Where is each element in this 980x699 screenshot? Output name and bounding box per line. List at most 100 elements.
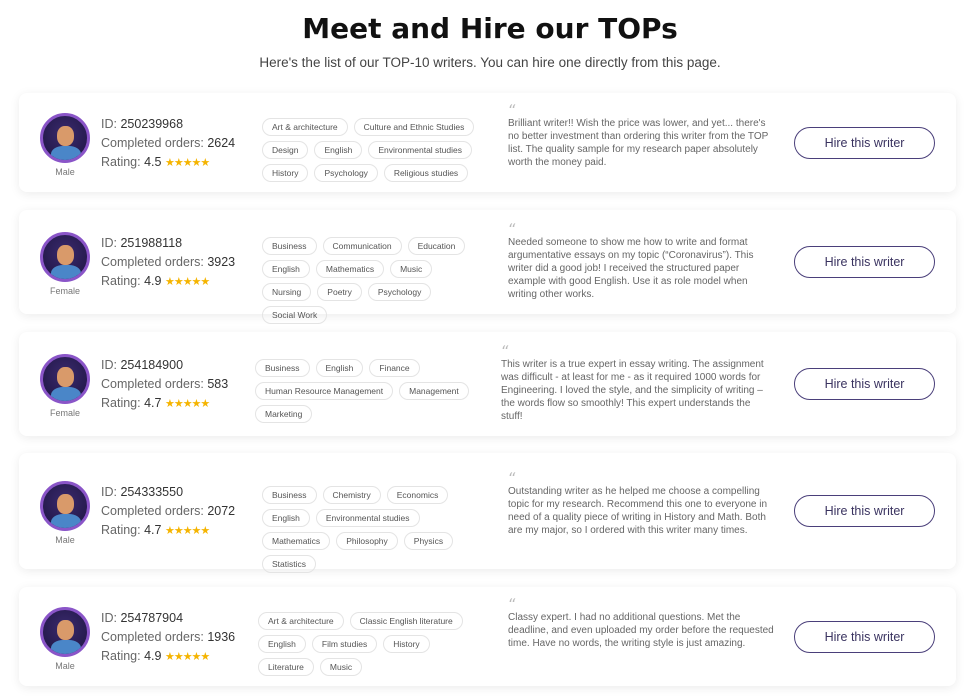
completed-orders: 1936: [207, 629, 236, 644]
subject-tag: Finance: [369, 359, 420, 377]
avatar: [40, 606, 90, 657]
writer-info: ID: 251988118 Completed orders: 3923 Rat…: [101, 234, 235, 292]
subject-tag: Poetry: [317, 283, 362, 301]
rating-label: Rating:: [101, 648, 141, 663]
subject-tag: Mathematics: [315, 260, 385, 278]
star-icons: ★★★★★: [164, 156, 210, 169]
id-label: ID:: [101, 485, 117, 499]
orders-label: Completed orders:: [101, 504, 204, 518]
writer-card: Female ID: 251988118 Completed orders: 3…: [19, 210, 956, 324]
review: “Outstanding writer as he helped me choo…: [508, 469, 778, 537]
writer-id: 251988118: [120, 236, 183, 250]
review-text: Needed someone to show me how to write a…: [508, 237, 754, 300]
review: “Classy expert. I had no additional ques…: [508, 594, 778, 650]
subject-tag: English: [262, 509, 310, 527]
orders-label: Completed orders:: [101, 629, 204, 644]
quote-icon: “: [508, 469, 517, 488]
subject-tag: Economics: [386, 486, 449, 504]
subject-tag: English: [258, 634, 306, 653]
writer-info: ID: 254333550 Completed orders: 2072 Rat…: [101, 483, 235, 541]
hire-writer-button[interactable]: Hire this writer: [794, 126, 935, 159]
subject-tag: English: [314, 140, 363, 159]
completed-orders: 583: [207, 377, 229, 391]
review-text: This writer is a true expert in essay wr…: [501, 359, 764, 422]
subject-tags: Business Chemistry Economics English Environ…: [262, 486, 487, 573]
page-title: Meet and Hire our TOPs: [302, 12, 678, 45]
avatar: [40, 354, 90, 404]
writer-info: ID: 250239968 Completed orders: 2624 Rat…: [101, 115, 235, 173]
subject-tags: Business English Finance Human Resource Man…: [255, 359, 490, 423]
quote-icon: “: [508, 594, 517, 614]
subject-tag: History: [383, 634, 430, 653]
hire-writer-button[interactable]: Hire this writer: [794, 620, 935, 653]
subject-tag: Art & architecture: [262, 117, 348, 136]
rating-label: Rating:: [101, 523, 141, 537]
subject-tag: Environmental studies: [315, 509, 420, 527]
gender-label: Male: [55, 660, 75, 671]
review: “Brilliant writer!! Wish the price was l…: [508, 102, 778, 169]
rating-value: 4.9: [144, 648, 162, 663]
hire-writer-button[interactable]: Hire this writer: [794, 495, 935, 527]
hire-writer-button[interactable]: Hire this writer: [794, 368, 935, 400]
writer-info: ID: 254184900 Completed orders: 583 Rati…: [101, 356, 228, 414]
subject-tag: History: [262, 163, 309, 182]
subject-tag: Communication: [322, 237, 402, 255]
gender-label: Female: [49, 408, 80, 418]
completed-orders: 3923: [207, 255, 236, 269]
subject-tag: Human Resource Management: [255, 382, 394, 400]
subject-tag: Philosophy: [336, 532, 398, 550]
writer-card: Male ID: 254333550 Completed orders: 207…: [19, 453, 956, 573]
rating-value: 4.5: [144, 154, 162, 169]
subject-tag: Classic English literature: [349, 611, 463, 630]
id-label: ID:: [101, 610, 117, 625]
review: “This writer is a true expert in essay w…: [501, 342, 771, 423]
subject-tag: Psychology: [367, 283, 432, 301]
gender-label: Male: [55, 166, 75, 177]
star-icons: ★★★★★: [164, 276, 210, 288]
gender-label: Female: [49, 286, 80, 296]
subject-tag: Music: [390, 260, 433, 278]
subject-tag: Design: [262, 140, 309, 159]
subject-tag: Environmental studies: [368, 140, 472, 159]
writer-card: Female ID: 254184900 Completed orders: 5…: [19, 332, 956, 436]
subject-tag: Music: [319, 657, 363, 676]
subject-tag: Film studies: [311, 634, 378, 653]
id-label: ID:: [101, 236, 117, 250]
subject-tag: Management: [399, 382, 469, 400]
writer-id: 250239968: [120, 116, 184, 131]
subject-tags: Business Communication Education English Mat…: [262, 237, 487, 324]
quote-icon: “: [501, 342, 510, 361]
rating-value: 4.7: [144, 396, 162, 410]
hire-writer-button[interactable]: Hire this writer: [794, 246, 935, 278]
avatar: [40, 112, 90, 163]
subject-tags: Art & architecture Classic English litera…: [258, 611, 483, 676]
id-label: ID:: [101, 358, 117, 372]
star-icons: ★★★★★: [164, 650, 210, 663]
orders-label: Completed orders:: [101, 255, 204, 269]
review-text: Outstanding writer as he helped me choos…: [508, 486, 768, 536]
subject-tag: Nursing: [262, 283, 312, 301]
subject-tag: Social Work: [262, 306, 328, 324]
completed-orders: 2072: [207, 504, 236, 518]
rating-label: Rating:: [101, 396, 141, 410]
subject-tag: Business: [255, 359, 310, 377]
review-text: Brilliant writer!! Wish the price was lo…: [508, 117, 769, 168]
completed-orders: 2624: [207, 135, 236, 150]
orders-label: Completed orders:: [101, 135, 204, 150]
rating-value: 4.7: [144, 523, 162, 537]
page-subtitle: Here's the list of our TOP-10 writers. Y…: [259, 55, 721, 70]
subject-tag: Marketing: [255, 405, 313, 423]
review: “Needed someone to show me how to write …: [508, 222, 778, 301]
subject-tag: Psychology: [314, 163, 378, 182]
avatar: [40, 232, 90, 282]
subject-tag: English: [262, 260, 310, 278]
rating-label: Rating:: [101, 274, 141, 288]
writer-card: Male ID: 250239968 Completed orders: 262…: [19, 93, 956, 192]
rating-value: 4.9: [144, 274, 162, 288]
id-label: ID:: [101, 116, 117, 131]
subject-tag: Chemistry: [322, 486, 381, 504]
orders-label: Completed orders:: [101, 377, 204, 391]
subject-tag: Physics: [403, 532, 454, 550]
writer-info: ID: 254787904 Completed orders: 1936 Rat…: [101, 609, 235, 667]
writer-id: 254184900: [120, 358, 184, 372]
